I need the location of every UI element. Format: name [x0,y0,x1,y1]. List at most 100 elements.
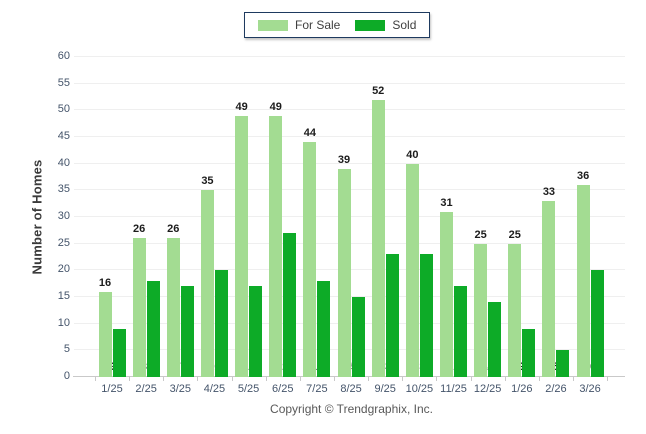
for-sale-bar [132,238,146,377]
y-tick-label: 30 [57,210,70,222]
bar-group [371,57,399,377]
sold-bar [419,254,433,377]
x-tick-label: 2/25 [135,383,157,395]
y-tick-label: 55 [57,76,70,89]
sold-bar [214,270,228,377]
for-sale-value-label: 40 [406,149,419,161]
sold-bar [385,254,399,377]
x-axis-tick [197,377,199,381]
x-tick-label: 11/25 [440,383,467,395]
bar-group [508,57,536,377]
y-tick-label: 35 [57,183,70,196]
x-tick-label: 5/25 [237,383,260,395]
for-sale-value-label: 36 [576,170,590,182]
x-axis-tick [163,377,165,381]
for-sale-legend-label: For Sale [295,18,341,32]
for-sale-bar [200,190,214,377]
copyright-text: Copyright © Trendgraphix, Inc. [270,402,433,416]
sold-value-label: 9 [95,361,129,373]
for-sale-bar [440,212,453,377]
for-sale-swatch [258,19,288,31]
x-axis-tick [470,377,472,381]
x-axis-tick [368,377,370,381]
for-sale-value-label: 26 [167,223,180,235]
x-axis-tick [94,377,96,381]
y-tick-label: 20 [57,263,70,276]
sold-bar [556,350,570,377]
for-sale-value-label: 44 [303,127,317,139]
sold-value-label: 5 [539,361,573,373]
for-sale-value-label: 25 [508,229,521,241]
gridline [74,82,625,84]
x-axis-tick [231,377,233,381]
x-tick-label: 4/25 [203,383,226,395]
sold-bar [522,329,536,377]
y-tick-label: 10 [57,316,70,329]
for-sale-bar [542,201,556,377]
bar-group [576,57,604,377]
for-sale-value-label: 31 [440,197,453,209]
for-sale-bar [405,164,419,377]
gridline [74,162,625,164]
x-tick-label: 6/25 [272,383,294,395]
x-axis-tick [299,377,301,381]
sold-bar [146,281,160,377]
x-axis-tick [573,377,575,381]
x-tick-label: 9/25 [374,383,396,395]
x-tick-label: 7/25 [306,383,328,395]
sold-value-label: 9 [505,361,539,373]
bar-group [474,57,502,377]
sold-bar [590,270,604,377]
y-tick-label: 25 [57,236,70,249]
y-tick-label: 45 [57,130,70,142]
x-tick-label: 12/25 [473,383,502,395]
x-tick-label: 3/26 [579,383,601,395]
for-sale-value-label: 52 [372,85,385,97]
for-sale-value-label: 49 [269,101,282,113]
for-sale-value-label: 35 [201,175,214,187]
for-sale-bar [474,244,488,377]
gridline [74,136,625,137]
x-axis-tick [265,377,267,381]
sold-bar [112,329,126,377]
x-axis-tick [436,377,438,381]
bar-group [166,57,194,377]
x-tick-label: 1/25 [101,383,123,395]
y-tick-label: 50 [57,103,70,116]
for-sale-bar [269,116,283,377]
bar-group [542,57,570,377]
sold-bar [249,286,263,377]
bar-group [405,57,433,377]
bar-group [303,57,331,377]
y-tick-label: 15 [57,290,70,302]
for-sale-bar [98,292,112,377]
for-sale-bar [303,142,317,377]
for-sale-value-label: 39 [337,154,351,166]
sold-bar [351,297,365,377]
for-sale-value-label: 26 [133,223,146,235]
x-axis-tick [402,377,404,381]
for-sale-bar [337,169,351,377]
for-sale-bar [235,116,249,377]
for-sale-value-label: 49 [235,101,248,113]
for-sale-bar [371,100,385,377]
x-axis-tick [607,377,609,381]
for-sale-bar [508,244,522,377]
for-sale-bar [166,238,180,377]
y-tick-label: 0 [63,370,70,382]
sold-legend-label: Sold [392,18,417,32]
x-tick-label: 3/25 [169,383,191,395]
gridline [74,109,625,111]
gridline [74,56,625,57]
y-tick-label: 40 [57,156,70,169]
x-tick-label: 8/25 [340,383,362,395]
x-axis-tick [504,377,506,381]
bar-group [440,57,467,377]
x-axis-tick [538,377,540,381]
bar-group [132,57,160,377]
sold-bar [317,281,331,377]
legend: For Sale Sold [244,12,431,38]
y-tick-label: 60 [57,50,70,62]
bar-group [200,57,228,377]
